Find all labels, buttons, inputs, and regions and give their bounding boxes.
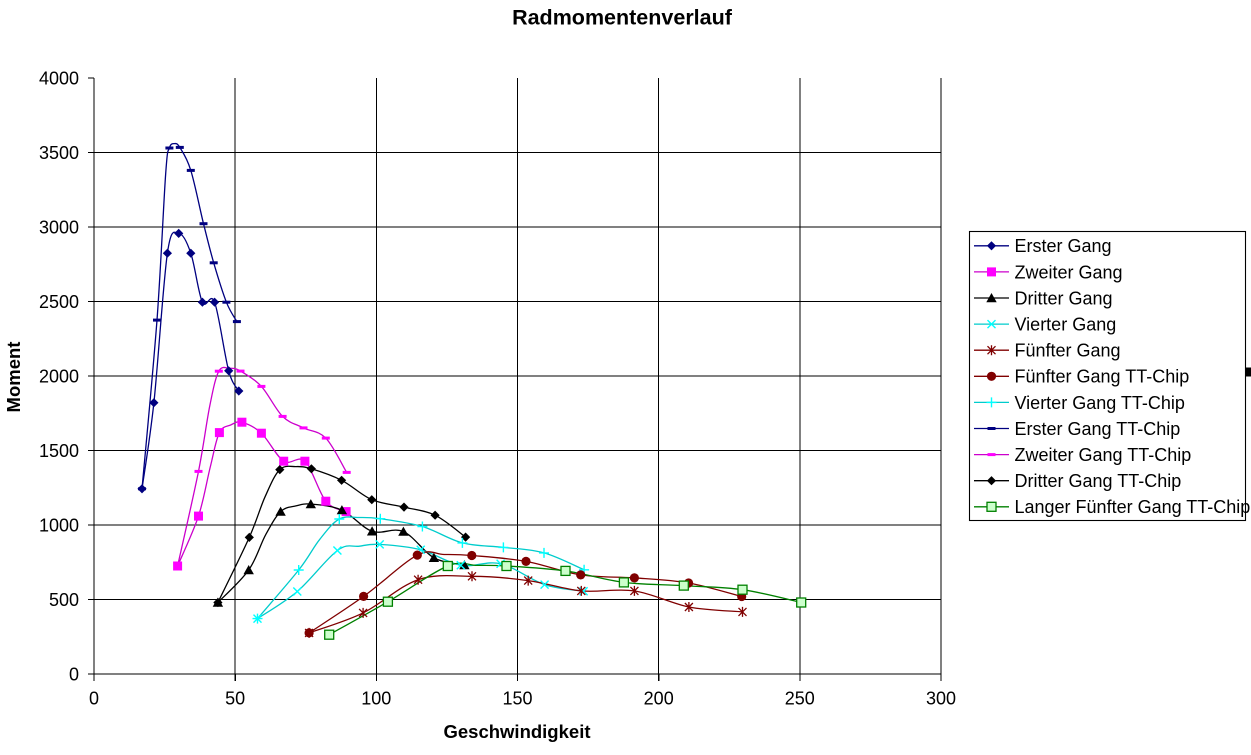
svg-text:Vierter Gang: Vierter Gang: [1015, 315, 1117, 335]
svg-text:Dritter Gang: Dritter Gang: [1015, 288, 1113, 308]
svg-text:Erster Gang: Erster Gang: [1015, 236, 1112, 256]
svg-text:200: 200: [644, 689, 674, 709]
svg-text:Moment: Moment: [3, 342, 24, 413]
svg-text:Fünfter Gang: Fünfter Gang: [1015, 341, 1121, 361]
svg-text:250: 250: [785, 689, 815, 709]
svg-text:0: 0: [89, 689, 99, 709]
svg-text:Dritter Gang TT-Chip: Dritter Gang TT-Chip: [1015, 471, 1182, 491]
svg-text:3500: 3500: [39, 143, 79, 163]
svg-text:0: 0: [69, 665, 79, 685]
svg-text:150: 150: [502, 689, 532, 709]
svg-text:4000: 4000: [39, 69, 79, 89]
svg-text:Geschwindigkeit: Geschwindigkeit: [443, 721, 590, 742]
svg-text:500: 500: [49, 590, 79, 610]
svg-text:Erster Gang TT-Chip: Erster Gang TT-Chip: [1015, 419, 1181, 439]
svg-text:Zweiter Gang: Zweiter Gang: [1015, 262, 1123, 282]
svg-text:2000: 2000: [39, 367, 79, 387]
svg-text:1000: 1000: [39, 516, 79, 536]
svg-text:50: 50: [225, 689, 245, 709]
svg-text:Radmomentenverlauf: Radmomentenverlauf: [512, 6, 733, 30]
svg-text:Fünfter Gang TT-Chip: Fünfter Gang TT-Chip: [1015, 367, 1190, 387]
svg-text:2500: 2500: [39, 292, 79, 312]
svg-text:Langer Fünfter Gang TT-Chip: Langer Fünfter Gang TT-Chip: [1015, 497, 1251, 517]
svg-text:1500: 1500: [39, 441, 79, 461]
svg-text:3000: 3000: [39, 218, 79, 238]
svg-text:Zweiter Gang TT-Chip: Zweiter Gang TT-Chip: [1015, 445, 1192, 465]
svg-text:Vierter Gang TT-Chip: Vierter Gang TT-Chip: [1015, 393, 1185, 413]
svg-text:300: 300: [926, 689, 956, 709]
svg-text:100: 100: [361, 689, 391, 709]
